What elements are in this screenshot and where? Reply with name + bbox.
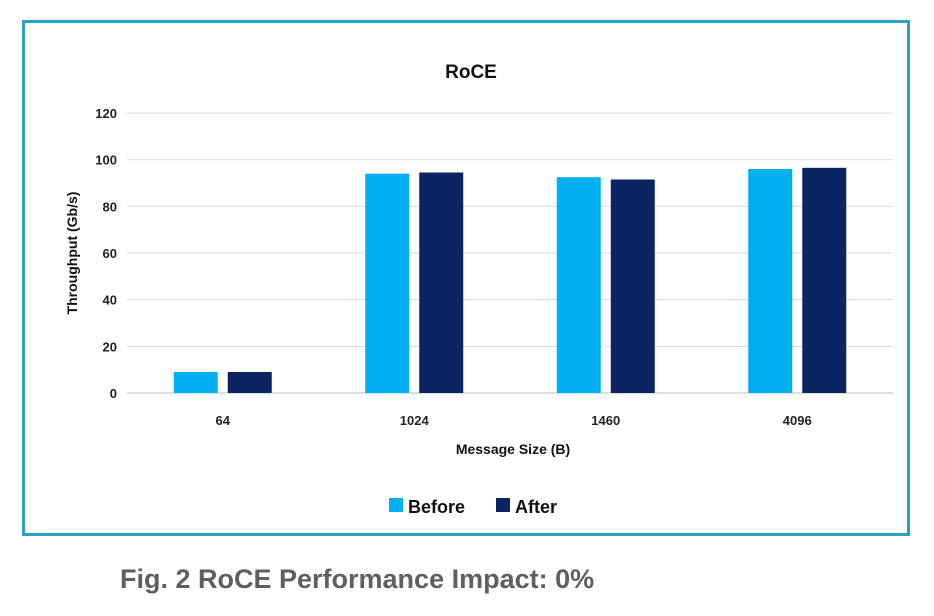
- y-tick-label: 100: [95, 153, 117, 168]
- x-tick-label: 64: [216, 413, 231, 428]
- y-tick-label: 60: [103, 246, 117, 261]
- bar-before-4096: [748, 169, 793, 393]
- y-tick-label: 20: [103, 339, 117, 354]
- bar-after-64: [227, 372, 272, 393]
- y-tick-label: 40: [103, 293, 117, 308]
- y-axis-ticks: 0 20 40 60 80 100 120: [95, 106, 117, 401]
- bar-after-4096: [802, 167, 847, 393]
- x-tick-label: 1460: [591, 413, 620, 428]
- x-axis-label: Message Size (B): [456, 441, 570, 457]
- bar-before-64: [173, 372, 218, 393]
- throughput-bar-chart: RoCE 0 20 40 60 80 100 120 64 1024 1460 4096 Mess…: [64, 62, 893, 517]
- bar-after-1460: [610, 179, 655, 393]
- legend-label-after: After: [515, 497, 557, 517]
- y-tick-label: 80: [103, 199, 117, 214]
- legend: Before After: [389, 497, 557, 517]
- y-tick-label: 0: [110, 386, 117, 401]
- figure-caption: Fig. 2 RoCE Performance Impact: 0%: [120, 564, 595, 594]
- y-tick-label: 120: [95, 106, 117, 121]
- x-tick-label: 1024: [400, 413, 430, 428]
- legend-swatch-before: [389, 498, 403, 512]
- bar-before-1024: [365, 173, 410, 393]
- legend-swatch-after: [496, 498, 510, 512]
- bar-after-1024: [419, 172, 464, 393]
- x-axis-ticks: 64 1024 1460 4096: [216, 413, 812, 428]
- y-axis-label: Throughput (Gb/s): [64, 192, 80, 315]
- bars: [173, 167, 847, 393]
- x-tick-label: 4096: [783, 413, 812, 428]
- chart-title: RoCE: [445, 62, 497, 83]
- bar-before-1460: [556, 177, 601, 393]
- legend-label-before: Before: [408, 497, 465, 517]
